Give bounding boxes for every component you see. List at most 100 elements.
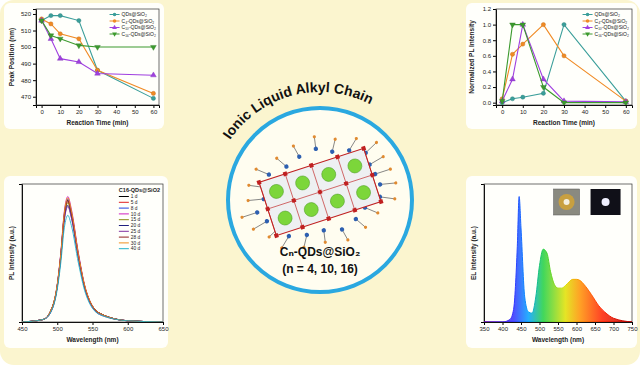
- marker: [77, 18, 81, 22]
- lattice-node: [300, 225, 305, 230]
- tick: 0.2: [483, 84, 496, 90]
- plot-frame: [484, 184, 632, 322]
- cation: [329, 149, 335, 155]
- legend-item: 40 d: [119, 247, 141, 252]
- quantum-dot: [355, 184, 373, 202]
- legend-swatch: [119, 242, 129, 243]
- tick-label: 10: [57, 109, 64, 115]
- tick: 0.8: [483, 38, 496, 44]
- tick-label: 50: [132, 109, 139, 115]
- anion: [388, 167, 392, 171]
- tick-label: 40: [582, 109, 589, 115]
- tick-label: 10: [520, 109, 527, 115]
- tick: 500: [21, 44, 36, 50]
- tick-label: 600: [123, 326, 134, 332]
- legend-label: QDs@SiO₂: [122, 11, 147, 17]
- series-line: [22, 203, 163, 322]
- legend-label: 30 d: [131, 241, 141, 246]
- tick: 0.4: [483, 69, 496, 75]
- chart-panel: 01020304050600.00.20.40.60.81.01.2Reacti…: [466, 3, 637, 129]
- alkyl-chain: [248, 196, 264, 204]
- tick: 60: [623, 105, 630, 115]
- tick: 650: [158, 322, 169, 332]
- x-axis-title: Wavelength (nm): [66, 336, 118, 344]
- tick-mark: [93, 322, 94, 325]
- legend-marker: [113, 19, 117, 23]
- tick-label: 450: [516, 326, 527, 332]
- series-line: [22, 198, 163, 322]
- cation: [254, 210, 260, 216]
- legend-marker: [585, 25, 590, 29]
- lattice-node: [344, 181, 349, 186]
- tick-mark: [558, 322, 559, 325]
- background: [0, 0, 640, 365]
- lattice: [223, 115, 410, 271]
- axis: 0102030405060: [497, 105, 633, 115]
- series-line: [22, 200, 163, 322]
- legend-item: QDs@SiO₂: [110, 11, 147, 17]
- anion: [346, 238, 350, 242]
- marker: [541, 91, 545, 95]
- tick-mark: [543, 105, 544, 108]
- series-line: [22, 207, 163, 322]
- tick-label: 650: [158, 326, 169, 332]
- tick-mark: [98, 105, 99, 108]
- legend-marker: [112, 25, 117, 29]
- legend-title: C16-QDs@SiO2: [119, 187, 160, 193]
- tick-label: 700: [609, 326, 620, 332]
- tick-label: 30: [561, 109, 568, 115]
- marker: [499, 99, 505, 104]
- series-line: [22, 197, 163, 322]
- tick: 40: [582, 105, 589, 115]
- legend-item: 8 d: [119, 206, 138, 211]
- lattice-node: [309, 163, 314, 168]
- legend-swatch: [119, 231, 129, 232]
- tick-label: 20: [76, 109, 83, 115]
- anion: [333, 137, 337, 141]
- tick-label: 500: [53, 326, 64, 332]
- tick-label: 350: [479, 326, 490, 332]
- lattice-node: [317, 189, 322, 194]
- anion: [275, 156, 279, 160]
- cation: [313, 146, 319, 152]
- tick-mark: [116, 105, 117, 108]
- tick-label: 0: [501, 109, 505, 115]
- anion: [374, 140, 378, 144]
- legend-label: 40 d: [131, 247, 141, 252]
- tick: 600: [123, 322, 134, 332]
- tick-mark: [493, 87, 496, 88]
- tick-label: 0.2: [483, 84, 492, 90]
- tick-label: 550: [88, 326, 99, 332]
- legend-label: C₁₀-QDs@SiO₂: [122, 24, 156, 30]
- tick-mark: [493, 71, 496, 72]
- legend-item: 25 d: [119, 229, 141, 234]
- figure: 0102030405060470480490500510520Reaction …: [0, 0, 640, 365]
- tick-mark: [605, 105, 606, 108]
- legend-swatch: [119, 225, 129, 226]
- photo-inset: [554, 189, 580, 215]
- marker: [95, 70, 101, 75]
- legend: QDs@SiO₂C₄-QDs@SiO₂C₁₀-QDs@SiO₂C₁₆-QDs@S…: [583, 11, 629, 37]
- tick: 520: [21, 11, 36, 17]
- tick: 10: [57, 105, 64, 115]
- series-line: [22, 200, 163, 322]
- tick-mark: [626, 105, 627, 108]
- lattice-node: [352, 208, 357, 213]
- marker: [57, 37, 63, 42]
- plot-frame: [496, 9, 632, 105]
- marker: [521, 42, 525, 46]
- tick-mark: [502, 105, 503, 108]
- marker: [562, 22, 566, 26]
- tick: 0: [40, 105, 44, 115]
- marker: [520, 23, 526, 28]
- tick: 510: [21, 28, 36, 34]
- canvas: 0102030405060470480490500510520Reaction …: [0, 0, 640, 365]
- tick: 20: [541, 105, 548, 115]
- marker: [510, 23, 516, 28]
- tick: 30: [561, 105, 568, 115]
- legend: QDs@SiO₂C₄-QDs@SiO₂C₁₀-QDs@SiO₂C₁₆-QDs@S…: [110, 11, 156, 37]
- tick-mark: [564, 105, 565, 108]
- legend-label: 5 d: [131, 200, 138, 205]
- tick-mark: [33, 97, 36, 98]
- tick: 0.0: [483, 100, 496, 106]
